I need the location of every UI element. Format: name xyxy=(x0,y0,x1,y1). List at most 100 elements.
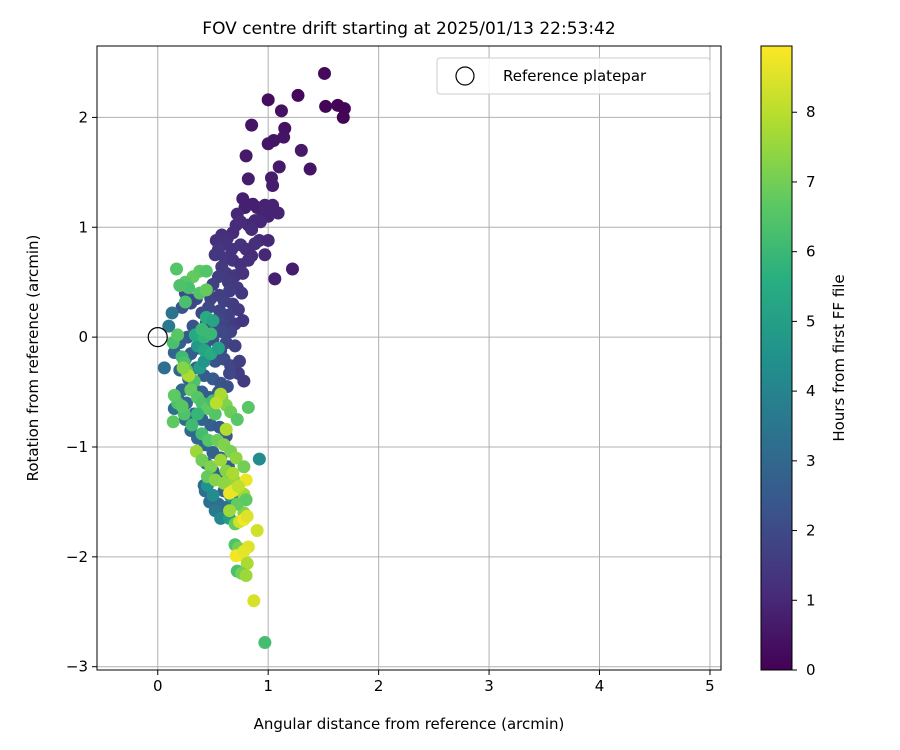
data-point xyxy=(167,388,181,402)
data-point xyxy=(303,162,317,176)
data-point xyxy=(236,314,250,328)
x-axis-ticks: 0 1 2 3 4 5 xyxy=(153,670,715,695)
colorbar-tick-label: 3 xyxy=(806,452,816,470)
y-tick-label: 0 xyxy=(78,328,88,346)
data-point xyxy=(336,110,350,124)
data-point xyxy=(245,222,259,236)
data-point xyxy=(268,272,282,286)
data-point xyxy=(166,415,180,429)
data-point xyxy=(206,314,220,328)
data-point xyxy=(277,130,291,144)
data-point xyxy=(236,266,250,280)
data-point xyxy=(223,486,237,500)
data-point xyxy=(223,504,237,518)
y-tick-label: −3 xyxy=(66,658,88,676)
data-point xyxy=(199,283,213,297)
data-point xyxy=(261,93,275,107)
data-point xyxy=(237,374,251,388)
data-point xyxy=(228,339,242,353)
reference-platepar-marker xyxy=(147,327,168,348)
legend-box xyxy=(436,57,711,95)
data-point xyxy=(274,104,288,118)
colorbar-tick-label: 2 xyxy=(806,522,816,540)
plot-frame xyxy=(96,45,722,671)
data-point xyxy=(291,88,305,102)
data-point xyxy=(206,488,220,502)
data-point xyxy=(237,460,251,474)
y-axis-label: Rotation from reference (arcmin) xyxy=(24,235,42,482)
colorbar-gradient xyxy=(761,46,792,670)
data-point xyxy=(195,453,209,467)
data-point xyxy=(173,278,187,292)
data-point xyxy=(294,143,308,157)
data-point xyxy=(165,306,179,320)
data-point xyxy=(223,366,237,380)
data-point xyxy=(272,160,286,174)
data-point xyxy=(230,413,244,427)
data-point xyxy=(231,303,245,317)
data-point xyxy=(235,286,249,300)
data-point xyxy=(319,99,333,113)
colorbar: 0 1 2 3 4 5 6 7 8 Hours from first FF file xyxy=(760,45,848,679)
data-point xyxy=(171,328,185,342)
data-point xyxy=(157,361,171,375)
y-tick-label: −2 xyxy=(66,548,88,566)
colorbar-frame xyxy=(760,45,793,671)
data-point xyxy=(175,399,189,413)
y-tick-label: −1 xyxy=(66,438,88,456)
y-tick-label: 2 xyxy=(78,108,88,126)
data-point xyxy=(241,253,255,267)
colorbar-tick-label: 1 xyxy=(806,591,816,609)
data-point xyxy=(213,304,227,318)
colorbar-tick-label: 8 xyxy=(806,103,816,121)
legend-marker-icon xyxy=(455,66,475,86)
x-tick-label: 0 xyxy=(153,677,163,695)
data-point xyxy=(199,264,213,278)
data-point xyxy=(252,452,266,466)
data-point xyxy=(241,400,255,414)
data-point xyxy=(245,118,259,132)
x-tick-label: 3 xyxy=(484,677,494,695)
legend: Reference platepar xyxy=(436,57,711,95)
data-point xyxy=(261,233,275,247)
chart-title: FOV centre drift starting at 2025/01/13 … xyxy=(202,19,615,39)
data-point xyxy=(271,206,285,220)
data-point xyxy=(170,262,184,276)
data-point xyxy=(261,137,275,151)
data-point xyxy=(239,149,253,163)
colorbar-tick-label: 5 xyxy=(806,312,816,330)
reference-marker-layer xyxy=(147,327,168,348)
data-point xyxy=(240,509,254,523)
data-point xyxy=(240,556,254,570)
data-point xyxy=(229,451,243,465)
data-point xyxy=(204,460,218,474)
colorbar-tick-label: 4 xyxy=(806,382,816,400)
data-point xyxy=(209,396,223,410)
data-point xyxy=(219,422,233,436)
data-point xyxy=(195,322,209,336)
data-point xyxy=(191,407,205,421)
data-point xyxy=(232,354,246,368)
data-point xyxy=(162,319,176,333)
data-point xyxy=(217,476,231,490)
plot-area: 0 1 2 3 4 5 −3 −2 −1 0 1 2 xyxy=(66,45,722,695)
y-tick-label: 1 xyxy=(78,218,88,236)
data-point xyxy=(253,215,267,229)
y-axis-ticks: −3 −2 −1 0 1 2 xyxy=(66,108,97,676)
x-tick-label: 5 xyxy=(705,677,715,695)
x-tick-label: 1 xyxy=(263,677,273,695)
data-point xyxy=(239,493,253,507)
colorbar-tick-label: 0 xyxy=(806,661,816,679)
data-point xyxy=(258,248,272,262)
data-point xyxy=(178,295,192,309)
data-point xyxy=(214,453,228,467)
colorbar-label: Hours from first FF file xyxy=(830,274,848,441)
data-point xyxy=(208,248,222,262)
data-point xyxy=(223,284,237,298)
data-point xyxy=(266,179,280,193)
data-point xyxy=(258,636,272,650)
data-point xyxy=(231,480,245,494)
legend-label: Reference platepar xyxy=(503,67,647,85)
data-point xyxy=(208,407,222,421)
